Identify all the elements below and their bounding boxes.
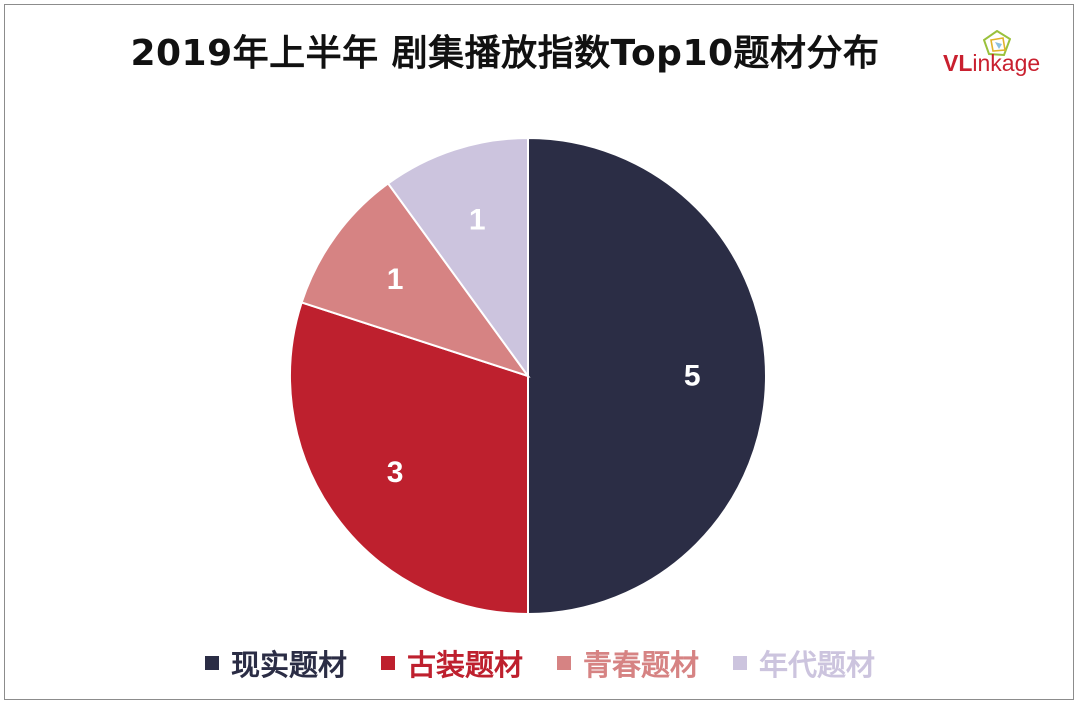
legend-item-costume: 古装题材 <box>380 642 523 684</box>
logo-mark-icon <box>983 30 1011 56</box>
pie-data-label-realistic: 5 <box>684 360 701 393</box>
legend-label: 青春题材 <box>583 648 700 682</box>
pie-slice-period <box>386 136 529 380</box>
legend-item-realistic: 现实题材 <box>204 642 347 684</box>
pie-data-label-youth: 1 <box>387 263 404 296</box>
legend-swatch <box>557 656 571 670</box>
logo-wordmark: VLinkage <box>943 50 1041 76</box>
legend-label: 年代题材 <box>759 648 876 682</box>
legend-swatch <box>380 656 395 670</box>
chart-legend: 现实题材 古装题材 青春题材 年代题材 <box>0 642 1080 684</box>
chart-title: 2019年上半年 剧集播放指数Top10题材分布 <box>130 33 880 74</box>
legend-item-youth: 青春题材 <box>557 642 699 684</box>
pie-data-label-costume: 3 <box>387 456 404 489</box>
pie-slice-youth <box>300 182 531 378</box>
vlinkage-logo: VLinkage <box>943 30 1075 80</box>
pie-slice-costume <box>289 301 529 616</box>
legend-item-period: 年代题材 <box>733 642 875 684</box>
legend-swatch <box>204 656 219 670</box>
pie-data-label-period: 1 <box>469 203 486 236</box>
legend-swatch <box>733 656 748 670</box>
legend-label: 现实题材 <box>230 648 347 682</box>
legend-label: 古装题材 <box>406 648 523 682</box>
pie-slice-realistic <box>527 136 767 616</box>
